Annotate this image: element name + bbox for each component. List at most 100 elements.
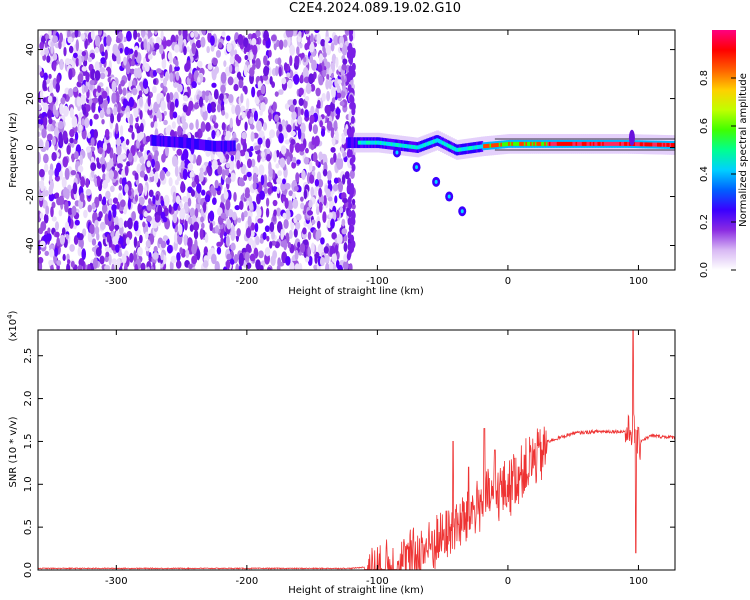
noise-blob xyxy=(326,120,333,131)
track-core xyxy=(650,142,654,147)
noise-blob xyxy=(146,160,151,168)
track-body xyxy=(159,135,163,147)
noise-blob xyxy=(92,211,98,223)
noise-blob xyxy=(298,30,302,37)
track-core xyxy=(516,141,519,146)
track-body xyxy=(211,140,214,152)
noise-blob xyxy=(129,48,134,54)
noise-blob xyxy=(309,114,315,124)
noise-streak xyxy=(346,128,351,137)
noise-blob xyxy=(300,108,304,116)
noise-blob xyxy=(165,126,172,135)
colorbar-tick-label: 0.4 xyxy=(699,166,710,182)
noise-blob xyxy=(181,115,186,124)
noise-blob xyxy=(108,198,113,205)
noise-blob xyxy=(322,169,328,177)
noise-blob xyxy=(335,259,340,269)
noise-blob xyxy=(204,233,209,243)
noise-blob xyxy=(179,208,185,221)
noise-blob xyxy=(257,153,261,163)
noise-blob xyxy=(339,42,344,49)
track-core xyxy=(605,141,608,146)
noise-blob xyxy=(87,132,91,139)
track-core xyxy=(656,142,660,147)
noise-blob xyxy=(264,225,270,233)
noise-blob xyxy=(283,239,288,251)
noise-blob xyxy=(330,218,335,229)
track-core xyxy=(437,139,441,143)
noise-blob xyxy=(152,85,157,94)
noise-blob xyxy=(73,52,78,59)
noise-blob xyxy=(48,259,54,266)
noise-blob xyxy=(252,44,258,56)
noise-blob xyxy=(38,256,44,264)
noise-blob xyxy=(241,131,247,140)
noise-blob xyxy=(139,234,143,244)
noise-blob xyxy=(38,152,41,164)
track-core xyxy=(443,142,447,147)
noise-blob xyxy=(146,204,152,211)
noise-blob xyxy=(182,30,188,40)
noise-blob xyxy=(225,130,231,139)
track-core xyxy=(400,143,403,148)
noise-blob xyxy=(101,163,106,173)
noise-blob xyxy=(237,217,242,223)
noise-blob xyxy=(81,248,87,261)
track-core xyxy=(501,142,505,147)
noise-blob xyxy=(137,182,144,195)
noise-blob xyxy=(342,198,348,204)
colorbar-gradient xyxy=(712,30,736,270)
noise-blob xyxy=(136,32,141,38)
noise-blob xyxy=(200,216,205,223)
noise-blob xyxy=(127,189,132,197)
track-core xyxy=(406,144,409,149)
noise-blob xyxy=(337,181,344,193)
noise-blob xyxy=(180,160,185,169)
noise-blob xyxy=(292,192,296,200)
noise-streak xyxy=(351,62,356,71)
noise-blob xyxy=(246,210,253,219)
noise-blob xyxy=(146,41,151,52)
noise-blob xyxy=(79,154,83,166)
noise-blob xyxy=(139,109,143,120)
noise-blob xyxy=(154,42,160,50)
noise-blob xyxy=(104,128,110,138)
noise-blob xyxy=(335,107,341,115)
noise-blob xyxy=(254,145,260,151)
snr-x-axis-label: Height of straight line (km) xyxy=(288,585,424,596)
track-body xyxy=(203,139,206,151)
noise-blob xyxy=(296,159,301,165)
noise-blob xyxy=(70,260,75,268)
noise-blob xyxy=(236,228,241,237)
noise-blob xyxy=(165,171,171,177)
noise-blob xyxy=(91,238,97,246)
noise-blob xyxy=(316,32,321,45)
noise-blob xyxy=(286,124,292,133)
noise-blob xyxy=(258,164,265,176)
noise-blob xyxy=(156,93,161,105)
track-core xyxy=(550,141,553,146)
noise-blob xyxy=(190,189,196,197)
noise-blob xyxy=(198,96,204,108)
noise-blob xyxy=(304,95,310,102)
noise-blob xyxy=(303,76,310,84)
noise-blob xyxy=(180,180,185,192)
noise-blob xyxy=(131,87,138,96)
noise-blob xyxy=(223,186,228,197)
noise-blob xyxy=(304,109,309,118)
noise-blob xyxy=(68,45,74,54)
track-core xyxy=(616,141,619,146)
noise-blob xyxy=(55,82,60,93)
noise-blob xyxy=(89,118,93,127)
noise-streak xyxy=(349,157,354,166)
noise-blob xyxy=(143,173,148,182)
track-body xyxy=(183,137,186,149)
noise-blob xyxy=(43,115,48,127)
noise-blob xyxy=(267,187,272,195)
noise-blob xyxy=(153,245,158,253)
noise-blob xyxy=(228,64,233,74)
track-core xyxy=(497,142,500,147)
noise-blob xyxy=(211,69,218,77)
colorbar: 0.0 0.2 0.4 0.6 0.8 Normalized spectral ampl… xyxy=(699,30,749,278)
noise-blob xyxy=(63,46,67,57)
